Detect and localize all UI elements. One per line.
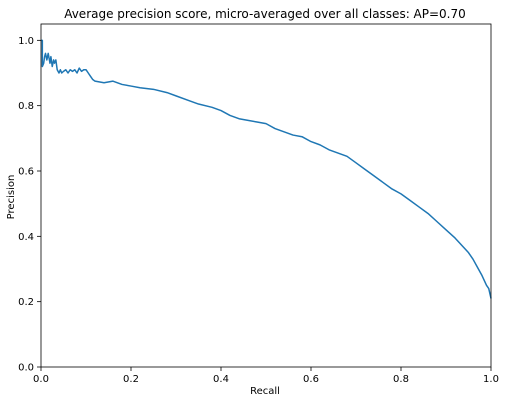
y-axis-ticks: 0.0 0.2 0.4 0.6 0.8 1.0 [18, 36, 41, 374]
y-tick-label: 0.6 [18, 167, 34, 178]
axes-frame [40, 23, 492, 368]
y-tick-label: 0.0 [18, 363, 34, 374]
precision-recall-curve [41, 39, 492, 299]
y-tick-label: 0.8 [18, 101, 34, 112]
x-tick-label: 0.8 [393, 374, 409, 385]
x-tick-label: 0.2 [123, 374, 139, 385]
y-tick-label: 1.0 [18, 36, 34, 47]
x-tick-label: 0.4 [213, 374, 229, 385]
y-tick-label: 0.4 [18, 232, 34, 243]
x-tick-label: 0.6 [303, 374, 319, 385]
y-tick-label: 0.2 [18, 297, 34, 308]
x-axis-label: Recall [250, 386, 280, 397]
x-tick-label: 0.0 [33, 374, 49, 385]
y-axis-label: Precision [6, 175, 17, 220]
plot-area [40, 23, 492, 368]
chart-title: Average precision score, micro-averaged … [64, 7, 466, 21]
x-tick-label: 1.0 [483, 374, 499, 385]
x-axis-ticks: 0.0 0.2 0.4 0.6 0.8 1.0 [33, 367, 499, 385]
